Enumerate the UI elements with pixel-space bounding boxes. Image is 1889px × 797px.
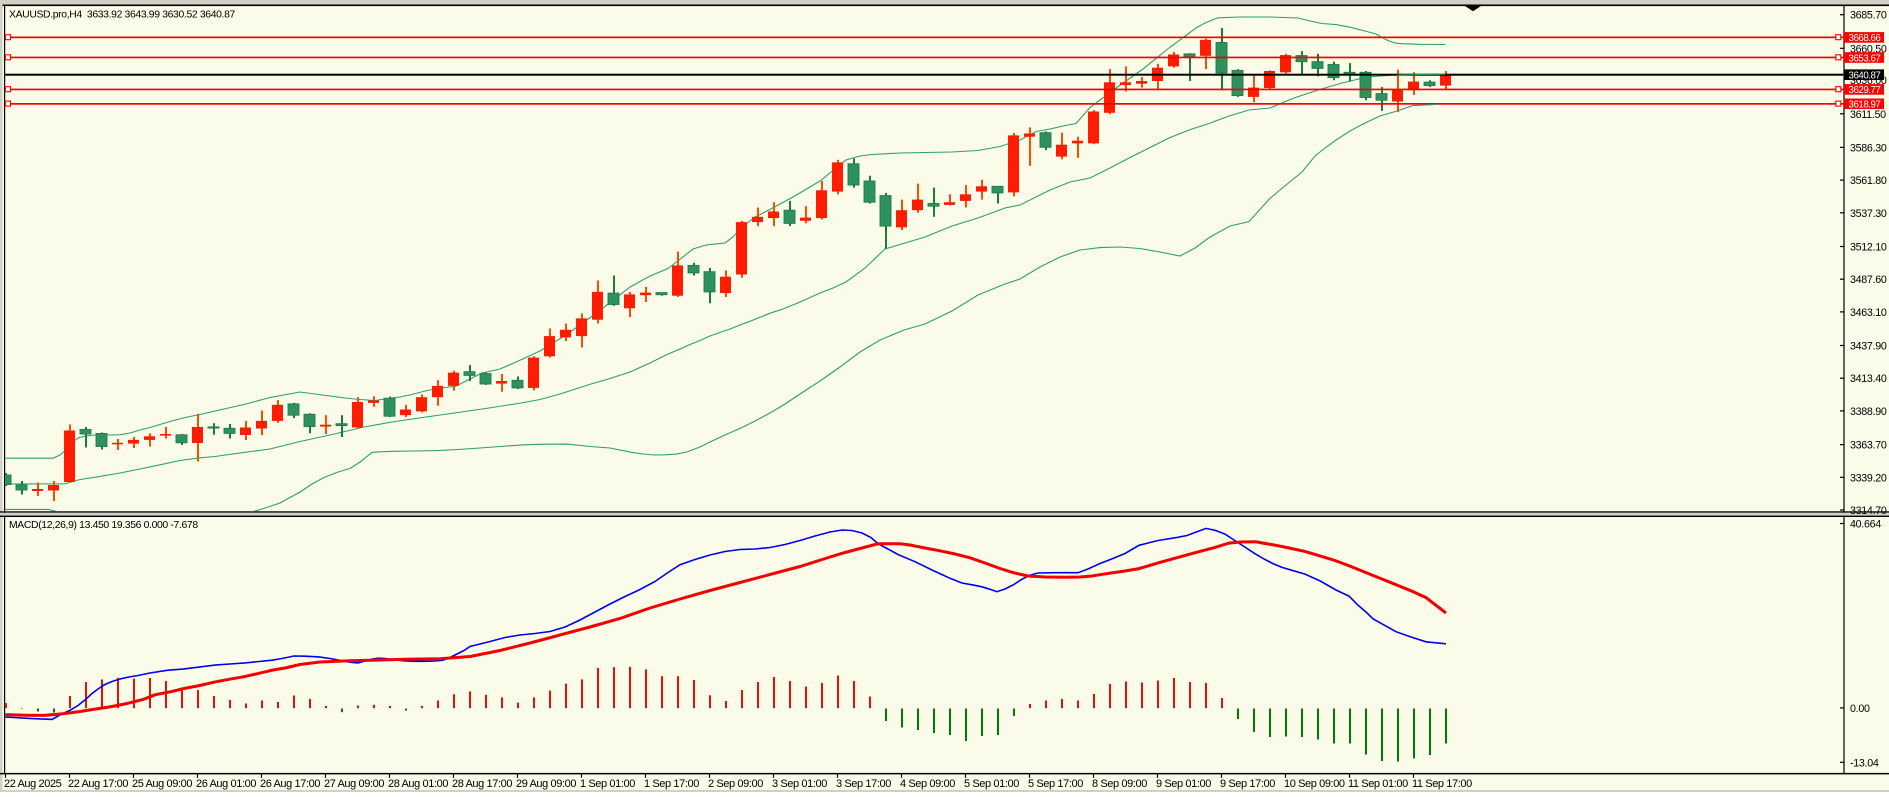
svg-text:3 Sep 01:00: 3 Sep 01:00 — [772, 778, 827, 790]
svg-text:3640.87: 3640.87 — [1849, 71, 1881, 82]
svg-text:3463.10: 3463.10 — [1850, 307, 1887, 319]
svg-text:3611.50: 3611.50 — [1850, 109, 1886, 121]
svg-text:1 Sep 01:00: 1 Sep 01:00 — [580, 778, 635, 790]
svg-text:11 Sep 17:00: 11 Sep 17:00 — [1412, 778, 1472, 790]
svg-text:26 Aug 01:00: 26 Aug 01:00 — [196, 778, 256, 790]
svg-text:3413.40: 3413.40 — [1850, 373, 1887, 385]
svg-text:28 Aug 01:00: 28 Aug 01:00 — [388, 778, 448, 790]
svg-text:3618.97: 3618.97 — [1849, 100, 1881, 111]
svg-text:0.00: 0.00 — [1850, 703, 1870, 715]
svg-text:3314.70: 3314.70 — [1850, 505, 1887, 517]
svg-text:22 Aug 2025: 22 Aug 2025 — [4, 778, 62, 790]
svg-text:3685.70: 3685.70 — [1850, 10, 1887, 22]
svg-text:3512.10: 3512.10 — [1850, 242, 1887, 254]
svg-text:-13.04: -13.04 — [1850, 757, 1879, 769]
svg-text:3561.80: 3561.80 — [1850, 175, 1887, 187]
svg-text:9 Sep 17:00: 9 Sep 17:00 — [1220, 778, 1275, 790]
svg-text:5 Sep 01:00: 5 Sep 01:00 — [964, 778, 1019, 790]
svg-text:3339.20: 3339.20 — [1850, 472, 1887, 484]
svg-text:3629.77: 3629.77 — [1849, 85, 1881, 96]
svg-text:3537.30: 3537.30 — [1850, 208, 1887, 220]
svg-text:2 Sep 09:00: 2 Sep 09:00 — [708, 778, 763, 790]
svg-text:3586.30: 3586.30 — [1850, 142, 1887, 154]
svg-text:25 Aug 09:00: 25 Aug 09:00 — [132, 778, 192, 790]
svg-text:4 Sep 09:00: 4 Sep 09:00 — [900, 778, 955, 790]
svg-text:27 Aug 09:00: 27 Aug 09:00 — [324, 778, 384, 790]
svg-text:28 Aug 17:00: 28 Aug 17:00 — [452, 778, 512, 790]
svg-text:3668.66: 3668.66 — [1849, 33, 1881, 44]
svg-text:22 Aug 17:00: 22 Aug 17:00 — [68, 778, 128, 790]
svg-text:5 Sep 17:00: 5 Sep 17:00 — [1028, 778, 1083, 790]
svg-text:10 Sep 09:00: 10 Sep 09:00 — [1284, 778, 1345, 790]
svg-text:XAUUSD.pro,H4 3633.92 3643.99: XAUUSD.pro,H4 3633.92 3643.99 3630.52 36… — [9, 10, 236, 21]
svg-text:3437.90: 3437.90 — [1850, 341, 1887, 353]
svg-text:3388.90: 3388.90 — [1850, 406, 1887, 418]
svg-text:8 Sep 09:00: 8 Sep 09:00 — [1092, 778, 1147, 790]
svg-text:3653.67: 3653.67 — [1849, 53, 1881, 64]
svg-text:11 Sep 01:00: 11 Sep 01:00 — [1348, 778, 1408, 790]
svg-text:9 Sep 01:00: 9 Sep 01:00 — [1156, 778, 1211, 790]
svg-text:3363.70: 3363.70 — [1850, 440, 1887, 452]
svg-text:3487.60: 3487.60 — [1850, 274, 1887, 286]
svg-text:40.664: 40.664 — [1850, 519, 1881, 531]
svg-text:1 Sep 17:00: 1 Sep 17:00 — [644, 778, 699, 790]
svg-text:29 Aug 09:00: 29 Aug 09:00 — [516, 778, 576, 790]
svg-text:26 Aug 17:00: 26 Aug 17:00 — [260, 778, 320, 790]
svg-text:3 Sep 17:00: 3 Sep 17:00 — [836, 778, 891, 790]
svg-text:MACD(12,26,9) 13.450 19.356 0.: MACD(12,26,9) 13.450 19.356 0.000 -7.678 — [9, 520, 198, 531]
